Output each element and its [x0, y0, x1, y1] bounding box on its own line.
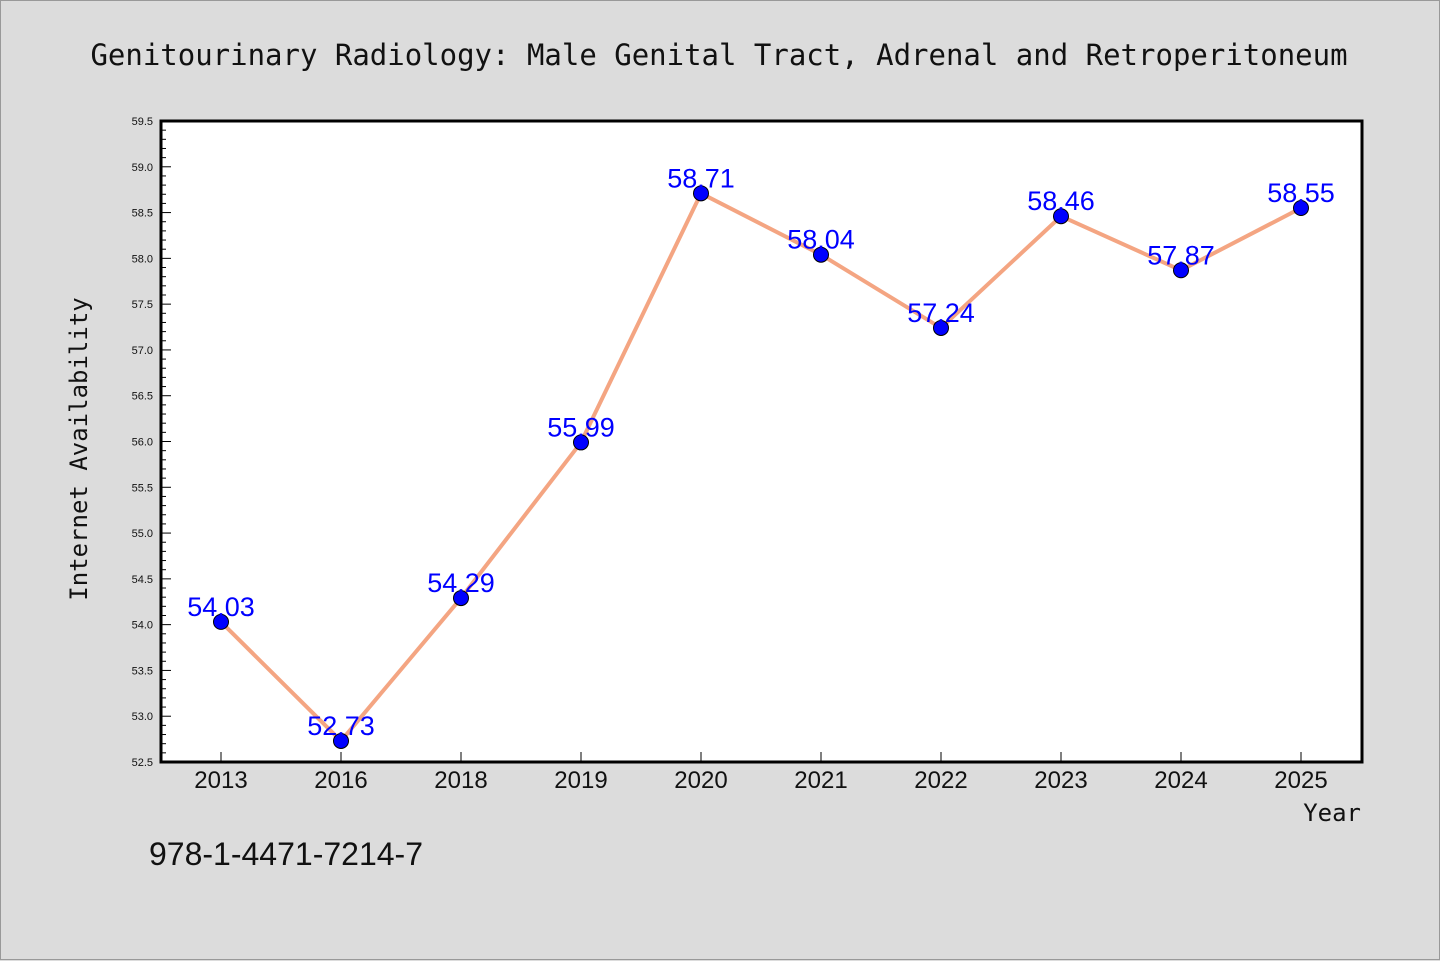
x-axis-label: Year — [1303, 799, 1361, 827]
data-point — [813, 246, 829, 263]
data-series: 54.03 52.73 54.29 55.99 58.71 58.04 57.24 58.46… — [187, 163, 1335, 749]
data-point — [333, 732, 349, 749]
x-tick-label: 2020 — [674, 767, 727, 794]
x-tick-label: 2018 — [434, 767, 487, 794]
x-tick-label: 2023 — [1034, 767, 1087, 794]
x-tick-label: 2013 — [194, 767, 247, 794]
y-axis-label: Internet Availability — [65, 297, 93, 600]
data-label: 58.55 — [1267, 178, 1335, 208]
data-label: 58.71 — [667, 163, 735, 193]
y-tick-label: 53.5 — [132, 665, 153, 677]
y-tick-label: 59.5 — [132, 116, 153, 128]
x-tick-label: 2021 — [794, 767, 847, 794]
y-tick-label: 55.5 — [132, 482, 153, 494]
data-point — [453, 590, 469, 607]
data-label: 52.73 — [307, 711, 375, 741]
x-axis-ticks: 2013 2016 2018 2019 2020 2021 2022 2023 2024 2025 — [194, 752, 1328, 794]
x-tick-label: 2019 — [554, 767, 607, 794]
y-tick-label: 57.5 — [132, 299, 153, 311]
y-tick-label: 53.0 — [132, 711, 153, 723]
data-label: 55.99 — [547, 412, 615, 442]
data-point — [1293, 199, 1309, 216]
y-tick-label: 56.0 — [132, 437, 153, 449]
y-tick-label: 54.5 — [132, 574, 153, 586]
y-tick-label: 57.0 — [132, 345, 153, 357]
y-tick-label: 58.0 — [132, 253, 153, 265]
y-tick-label: 59.0 — [132, 162, 153, 174]
y-axis-ticks: 52.5 53.0 53.5 54.0 54.5 55.0 55.5 56.0 56.5 57.0… — [132, 116, 171, 769]
data-label: 58.04 — [787, 225, 855, 255]
x-tick-label: 2016 — [314, 767, 367, 794]
y-tick-label: 55.0 — [132, 528, 153, 540]
data-point — [1053, 208, 1069, 225]
isbn-annotation: 978-1-4471-7214-7 — [149, 836, 423, 872]
x-tick-label: 2025 — [1274, 767, 1327, 794]
data-label: 57.87 — [1147, 240, 1215, 270]
data-point — [213, 613, 229, 630]
data-point — [693, 185, 709, 202]
series-line — [219, 191, 1303, 743]
y-tick-label: 54.0 — [132, 620, 153, 632]
y-tick-label: 52.5 — [132, 757, 153, 769]
data-point — [933, 319, 949, 336]
x-tick-label: 2024 — [1154, 767, 1207, 794]
x-tick-label: 2022 — [914, 767, 967, 794]
y-tick-label: 58.5 — [132, 208, 153, 220]
data-label: 54.03 — [187, 592, 255, 622]
data-label: 58.46 — [1027, 186, 1095, 216]
data-point — [573, 434, 589, 451]
data-label: 57.24 — [907, 298, 975, 328]
chart-title: Genitourinary Radiology: Male Genital Tr… — [90, 38, 1347, 72]
data-point — [1173, 262, 1189, 279]
plot-area — [161, 121, 1362, 762]
data-label: 54.29 — [427, 568, 495, 598]
plot-frame — [159, 119, 1364, 764]
y-tick-label: 56.5 — [132, 391, 153, 403]
